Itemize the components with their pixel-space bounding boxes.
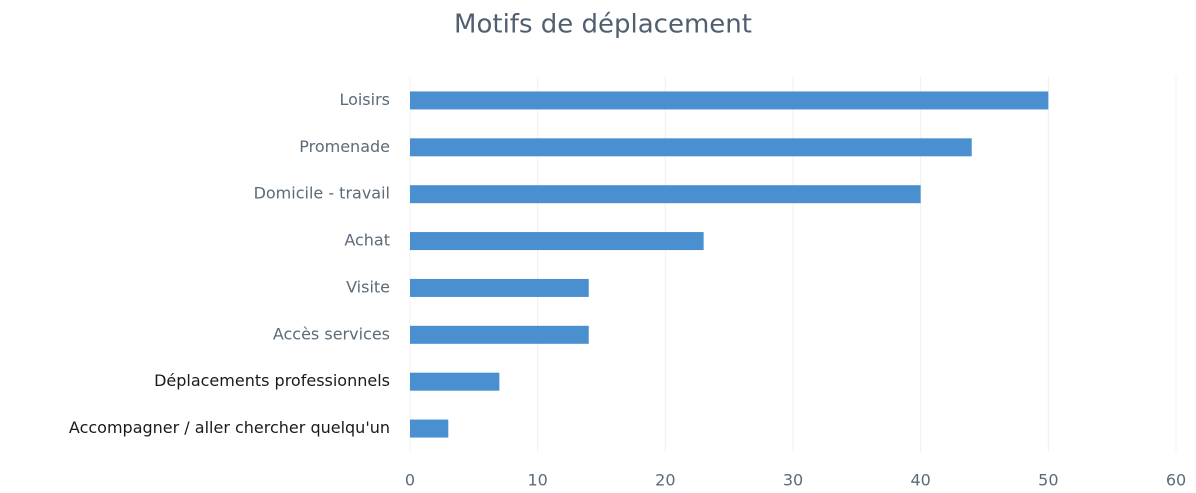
y-tick-label: Loisirs xyxy=(339,90,390,109)
y-tick-label: Accompagner / aller chercher quelqu'un xyxy=(69,418,390,437)
x-tick-label: 30 xyxy=(783,471,803,490)
x-tick-label: 20 xyxy=(655,471,675,490)
x-tick-label: 10 xyxy=(527,471,547,490)
bar xyxy=(410,325,589,344)
bar xyxy=(410,185,921,204)
y-tick-label: Accès services xyxy=(273,324,390,343)
y-tick-label: Domicile - travail xyxy=(254,184,390,203)
y-tick-label: Déplacements professionnels xyxy=(154,371,390,390)
chart-title: Motifs de déplacement xyxy=(454,10,752,40)
bar xyxy=(410,91,1049,110)
x-tick-label: 60 xyxy=(1166,471,1186,490)
bar xyxy=(410,419,449,438)
y-tick-label: Promenade xyxy=(299,137,390,156)
x-tick-label: 40 xyxy=(910,471,930,490)
x-tick-label: 0 xyxy=(405,471,415,490)
bar xyxy=(410,278,589,297)
bar xyxy=(410,232,704,251)
bar xyxy=(410,138,972,157)
y-tick-label: Visite xyxy=(346,277,390,296)
x-tick-label: 50 xyxy=(1038,471,1058,490)
y-tick-label: Achat xyxy=(344,231,390,250)
bar xyxy=(410,372,500,391)
